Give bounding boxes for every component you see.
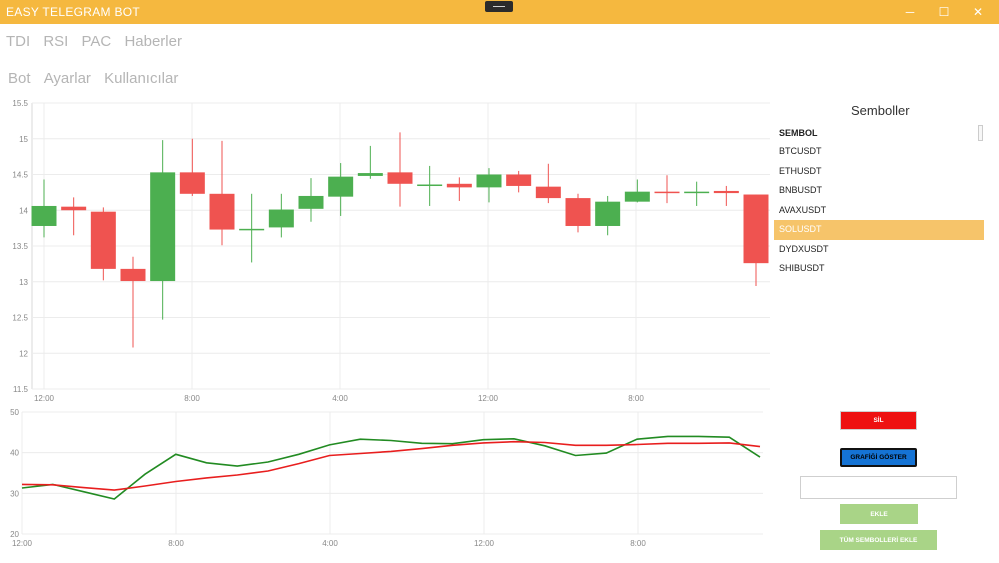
maximize-icon[interactable]: ☐ — [938, 5, 950, 19]
tab-ayarlar[interactable]: Ayarlar — [43, 70, 91, 87]
x-tick-label: 8:00 — [184, 394, 200, 403]
secondary-tabs: Bot Ayarlar Kullanıcılar — [8, 70, 187, 87]
list-item-solusdt[interactable]: SOLUSDT — [774, 220, 984, 240]
title-bar: EASY TELEGRAM BOT ─ ☐ ✕ — [0, 0, 999, 24]
x-tick-label: 12:00 — [34, 394, 55, 403]
candle-body — [654, 191, 680, 194]
add-all-symbols-button[interactable]: TÜM SEMBOLLERİ EKLE — [820, 530, 937, 550]
candle-body — [743, 194, 769, 264]
app-title: EASY TELEGRAM BOT — [6, 5, 141, 19]
x-tick-label: 4:00 — [332, 394, 348, 403]
list-item-shibusdt[interactable]: SHIBUSDT — [779, 263, 825, 273]
delete-button[interactable]: SİL — [840, 411, 917, 430]
candle-body — [357, 173, 383, 176]
x-tick-label: 12:00 — [12, 539, 33, 548]
y-tick-label: 15.5 — [12, 99, 28, 108]
series-line — [21, 435, 761, 500]
candle-body — [417, 184, 443, 187]
y-tick-label: 20 — [10, 530, 19, 539]
symbol-input[interactable] — [800, 476, 957, 499]
symbols-title: Semboller — [851, 103, 910, 118]
y-tick-label: 30 — [10, 489, 19, 498]
tab-rsi[interactable]: RSI — [43, 33, 69, 50]
candle-body — [120, 268, 146, 282]
y-tick-label: 12 — [19, 349, 28, 358]
candle-body — [90, 211, 116, 269]
show-chart-button[interactable]: GRAFİĞİ GÖSTER — [840, 448, 917, 467]
y-tick-label: 14.5 — [12, 171, 28, 180]
candle-body — [684, 191, 710, 194]
candle-body — [713, 190, 739, 194]
y-tick-label: 40 — [10, 449, 19, 458]
x-tick-label: 8:00 — [630, 539, 646, 548]
minimize-icon[interactable]: ─ — [905, 5, 915, 19]
x-tick-label: 8:00 — [628, 394, 644, 403]
candle-body — [298, 195, 324, 209]
window-drag-handle[interactable] — [485, 1, 513, 12]
symbols-column-header[interactable]: SEMBOL — [779, 128, 818, 138]
candle-body — [150, 172, 176, 282]
candle-body — [565, 198, 591, 226]
candle-body — [535, 186, 561, 199]
candle-body — [31, 205, 57, 226]
x-tick-label: 4:00 — [322, 539, 338, 548]
tab-haberler[interactable]: Haberler — [124, 33, 182, 50]
symbols-scrollbar[interactable] — [978, 125, 983, 141]
symbols-list[interactable]: SEMBOL BTCUSDT ETHUSDT BNBUSDT AVAXUSDT … — [774, 124, 984, 279]
series-line — [21, 440, 761, 491]
y-tick-label: 15 — [19, 135, 28, 144]
candle-body — [268, 209, 294, 228]
add-symbol-button[interactable]: EKLE — [840, 504, 918, 524]
list-item-dydxusdt[interactable]: DYDXUSDT — [779, 243, 829, 254]
tdi-line-chart[interactable]: 20 30 40 50 12:00 8:00 4:00 12:00 8:00 — [0, 405, 770, 557]
list-item-ethusdt[interactable]: ETHUSDT — [779, 165, 822, 176]
x-tick-label: 12:00 — [478, 394, 499, 403]
close-icon[interactable]: ✕ — [972, 5, 984, 19]
x-tick-label: 8:00 — [168, 539, 184, 548]
candle-body — [595, 201, 621, 226]
candle-body — [179, 172, 205, 194]
y-tick-label: 13.5 — [12, 242, 28, 251]
y-tick-label: 50 — [10, 408, 19, 417]
list-item-btcusdt[interactable]: BTCUSDT — [779, 146, 822, 156]
y-tick-label: 12.5 — [12, 314, 28, 323]
tab-kullanicilar[interactable]: Kullanıcılar — [104, 70, 179, 87]
candle-body — [506, 174, 532, 186]
candlestick-chart[interactable]: 11.5 12 12.5 13 13.5 14 14.5 15 15.5 12:00 8:00 4:0… — [0, 94, 770, 404]
candle-body — [446, 183, 472, 188]
candle-body — [476, 174, 502, 188]
y-tick-label: 13 — [19, 278, 28, 287]
tab-pac[interactable]: PAC — [81, 33, 112, 50]
y-tick-label: 11.5 — [13, 385, 29, 394]
candle-body — [387, 172, 413, 184]
y-tick-label: 14 — [19, 206, 28, 215]
list-item-bnbusdt[interactable]: BNBUSDT — [779, 185, 823, 195]
tab-tdi[interactable]: TDI — [6, 33, 31, 50]
candle-body — [209, 193, 235, 230]
tab-bot[interactable]: Bot — [8, 70, 31, 87]
candle-body — [328, 176, 354, 197]
primary-tabs: TDI RSI PAC Haberler — [6, 33, 191, 50]
x-tick-label: 12:00 — [474, 539, 495, 548]
candle-body — [624, 191, 650, 202]
list-item-avaxusdt[interactable]: AVAXUSDT — [779, 204, 827, 215]
candle-body — [61, 206, 87, 211]
candle-body — [239, 228, 265, 231]
